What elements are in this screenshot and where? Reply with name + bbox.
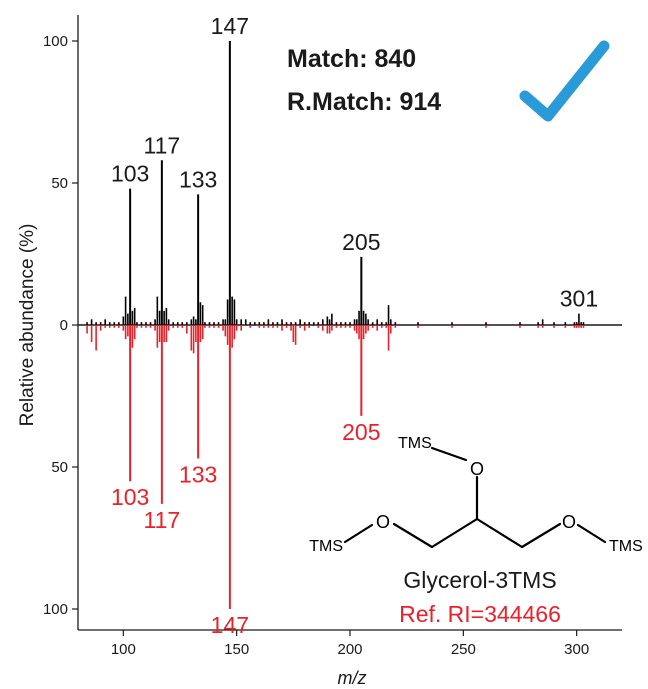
library-peak-label: 147 xyxy=(211,612,249,638)
x-tick-label: 100 xyxy=(111,641,136,658)
library-peak-label: 103 xyxy=(111,484,149,510)
glycerol-structure xyxy=(343,446,607,549)
y-tick-label: 50 xyxy=(51,459,68,476)
y-tick-label: 100 xyxy=(43,33,68,50)
reverse-match-score: R.Match: 914 xyxy=(287,88,441,116)
tms-label-right: TMS xyxy=(609,538,643,555)
y-tick-label: 50 xyxy=(51,175,68,192)
y-tick-label: 0 xyxy=(60,317,68,334)
spectrum-bars xyxy=(86,41,585,609)
library-peak-label: 205 xyxy=(342,419,380,445)
library-peak-label: 117 xyxy=(144,507,181,533)
x-tick-label: 200 xyxy=(337,641,362,658)
sample-peak-label: 103 xyxy=(111,161,149,187)
sample-peak-label: 301 xyxy=(560,286,598,312)
x-axis-title: m/z xyxy=(338,668,367,688)
tms-label-left: TMS xyxy=(309,538,343,555)
compound-name: Glycerol-3TMS xyxy=(403,567,556,593)
sample-peak-label: 117 xyxy=(144,132,181,158)
match-score: Match: 840 xyxy=(287,45,416,73)
sample-peak-label: 147 xyxy=(211,13,249,39)
x-tick-label: 300 xyxy=(564,641,589,658)
y-tick-label: 100 xyxy=(43,601,68,618)
sample-peak-label: 205 xyxy=(342,229,380,255)
x-tick-label: 250 xyxy=(451,641,476,658)
reference-ri: Ref. RI=344466 xyxy=(399,601,561,627)
oxygen-label-top: O xyxy=(470,459,484,479)
sample-peak-label: 133 xyxy=(179,166,217,192)
oxygen-label-left: O xyxy=(376,512,390,532)
checkmark-icon xyxy=(519,40,610,122)
tms-label-top: TMS xyxy=(398,435,432,452)
oxygen-label-right: O xyxy=(562,512,576,532)
x-tick-label: 150 xyxy=(224,641,249,658)
library-peak-label: 133 xyxy=(179,461,217,487)
y-axis-title: Relative abundance (%) xyxy=(17,224,38,427)
